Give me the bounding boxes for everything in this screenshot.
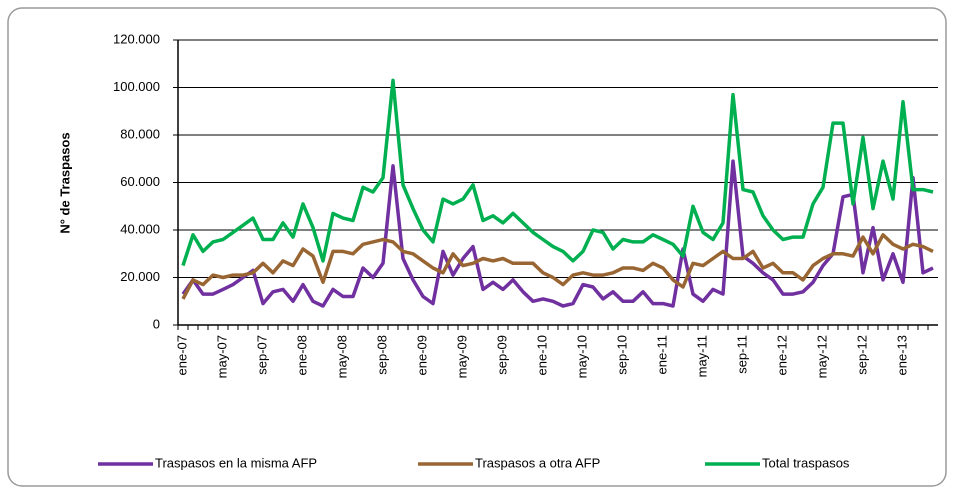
x-tick-label: ene-13	[894, 335, 909, 375]
x-tick-label: sep-07	[254, 335, 269, 375]
x-tick-label: may-07	[214, 335, 229, 378]
legend-label: Traspasos en la misma AFP	[155, 455, 317, 470]
x-tick-label: sep-08	[374, 335, 389, 375]
y-axis-title: N° de Traspasos	[57, 132, 72, 233]
series-line	[181, 78, 934, 267]
legend-label: Total traspasos	[762, 455, 850, 470]
x-tick-label: ene-09	[414, 335, 429, 375]
x-tick-label: may-08	[334, 335, 349, 378]
x-tick-label: ene-12	[774, 335, 789, 375]
x-tick-label: sep-12	[854, 335, 869, 375]
series-line	[181, 159, 934, 308]
y-tick-label: 60.000	[120, 174, 160, 189]
y-tick-label: 120.000	[113, 31, 160, 46]
y-tick-label: 0	[153, 316, 160, 331]
x-tick-label: sep-10	[614, 335, 629, 375]
y-tick-label: 100.000	[113, 79, 160, 94]
x-tick-label: may-10	[574, 335, 589, 378]
y-tick-label: 80.000	[120, 126, 160, 141]
y-tick-label: 20.000	[120, 269, 160, 284]
x-tick-label: may-12	[814, 335, 829, 378]
chart-frame	[7, 7, 947, 487]
x-tick-label: sep-11	[734, 335, 749, 374]
series-line	[181, 233, 934, 300]
x-tick-label: ene-08	[294, 335, 309, 375]
x-tick-label: ene-10	[534, 335, 549, 375]
x-tick-label: sep-09	[494, 335, 509, 375]
x-tick-label: may-11	[694, 335, 709, 377]
x-tick-label: may-09	[454, 335, 469, 378]
x-tick-label: ene-11	[654, 335, 669, 375]
y-tick-label: 40.000	[120, 221, 160, 236]
x-tick-label: ene-07	[174, 335, 189, 375]
legend-label: Traspasos a otra AFP	[475, 455, 600, 470]
